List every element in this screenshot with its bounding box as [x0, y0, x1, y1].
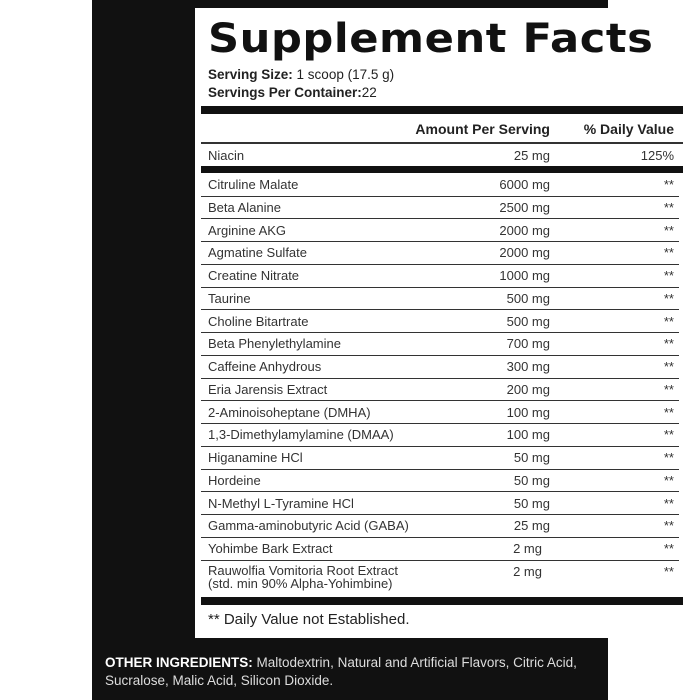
table-row: Caffeine Anhydrous 300 mg ** — [201, 355, 679, 379]
ingredient-name: Taurine — [208, 290, 251, 306]
servings-per-container: Servings Per Container:22 — [208, 85, 377, 100]
ingredient-name: N-Methyl L-Tyramine HCl — [208, 495, 354, 511]
ingredient-dv: ** — [663, 359, 674, 374]
serving-size-label: Serving Size: — [208, 67, 293, 82]
ingredient-amount: 100 mg — [506, 404, 550, 420]
ingredient-amount: 500 mg — [506, 290, 550, 306]
table-row: Citruline Malate 6000 mg ** — [201, 173, 679, 197]
table-row: Hordeine 50 mg ** — [201, 469, 679, 493]
other-ingredients-text: Maltodextrin, Natural and Artificial Fla… — [105, 655, 577, 688]
ingredient-name: Citruline Malate — [208, 177, 299, 192]
ingredient-amount: 2500 mg — [499, 199, 550, 215]
thick-divider — [201, 106, 683, 114]
table-row: Choline Bitartrate 500 mg ** — [201, 310, 679, 334]
ingredient-dv: ** — [663, 222, 674, 238]
ingredient-dv: ** — [663, 427, 674, 443]
ingredient-amount: 50 mg — [513, 450, 550, 465]
ingredient-dv: ** — [663, 336, 674, 352]
ingredient-name: Beta Alanine — [208, 199, 282, 215]
ingredient-dv: ** — [663, 564, 674, 579]
ingredient-name: Eria Jarensis Extract — [208, 381, 328, 397]
ingredient-amount: 2 mg — [513, 564, 542, 579]
ingredient-name: Rauwolfia Vomitoria Root Extract (std. mi… — [208, 564, 398, 590]
ingredient-amount: 200 mg — [506, 381, 550, 397]
ingredient-name: Choline Bitartrate — [208, 313, 309, 329]
ingredient-name: Hordeine — [208, 472, 261, 488]
table-row: Beta Alanine 2500 mg ** — [201, 196, 679, 220]
ingredient-name: Caffeine Anhydrous — [208, 359, 322, 374]
ingredient-name: Yohimbe Bark Extract — [208, 541, 333, 556]
table-row: Arginine AKG 2000 mg ** — [201, 219, 679, 243]
ingredient-name: Creatine Nitrate — [208, 268, 300, 283]
ingredient-name: Gamma-aminobutyric Acid (GABA) — [208, 518, 409, 534]
servings-label: Servings Per Container: — [208, 85, 362, 100]
ingredient-name: 2-Aminoisoheptane (DMHA) — [208, 404, 371, 420]
supplement-facts-box: Supplement Facts Serving Size: 1 scoop (… — [195, 8, 689, 638]
ingredient-amount: 700 mg — [506, 336, 550, 352]
table-row: N-Methyl L-Tyramine HCl 50 mg ** — [201, 492, 679, 516]
ingredient-name-line2: (std. min 90% Alpha-Yohimbine) — [208, 576, 393, 591]
ingredient-amount: 500 mg — [506, 313, 550, 329]
ingredient-name: Beta Phenylethylamine — [208, 336, 341, 352]
ingredient-name: Arginine AKG — [208, 222, 287, 238]
table-row: 2-Aminoisoheptane (DMHA) 100 mg ** — [201, 401, 679, 425]
ingredient-amount: 300 mg — [506, 359, 550, 374]
ingredient-amount: 25 mg — [513, 148, 550, 163]
serving-size: Serving Size: 1 scoop (17.5 g) — [208, 67, 394, 82]
table-row: Gamma-aminobutyric Acid (GABA) 25 mg ** — [201, 514, 679, 538]
table-row: Beta Phenylethylamine 700 mg ** — [201, 332, 679, 356]
ingredient-name: Higanamine HCl — [208, 450, 303, 465]
ingredient-dv: ** — [663, 472, 674, 488]
ingredient-dv: ** — [663, 404, 674, 420]
ingredient-amount: 6000 mg — [499, 177, 550, 192]
ingredient-dv: ** — [663, 495, 674, 511]
other-ingredients-label: OTHER INGREDIENTS: — [105, 655, 253, 670]
ingredient-amount: 25 mg — [513, 518, 550, 534]
ingredient-amount: 50 mg — [513, 472, 550, 488]
table-row: Yohimbe Bark Extract 2 mg ** — [201, 537, 679, 561]
ingredient-dv: ** — [663, 177, 674, 192]
thick-divider — [201, 166, 683, 173]
title: Supplement Facts — [208, 16, 654, 62]
ingredient-amount: 2000 mg — [499, 222, 550, 238]
thick-divider — [201, 597, 683, 605]
ingredient-name-line1: Rauwolfia Vomitoria Root Extract — [208, 563, 399, 578]
table-row: Agmatine Sulfate 2000 mg ** — [201, 241, 679, 265]
table-row: Creatine Nitrate 1000 mg ** — [201, 264, 679, 288]
ingredient-dv: ** — [663, 199, 674, 215]
serving-size-value: 1 scoop (17.5 g) — [296, 67, 395, 82]
ingredient-dv: 125% — [640, 148, 674, 163]
other-ingredients: OTHER INGREDIENTS: Maltodextrin, Natural… — [105, 654, 600, 690]
servings-value: 22 — [361, 85, 377, 100]
ingredient-amount: 100 mg — [506, 427, 550, 443]
ingredient-dv: ** — [663, 290, 674, 306]
table-row: 1,3-Dimethylamylamine (DMAA) 100 mg ** — [201, 423, 679, 447]
table-row: Higanamine HCl 50 mg ** — [201, 446, 679, 470]
ingredient-dv: ** — [663, 541, 674, 556]
label-panel: Supplement Facts Serving Size: 1 scoop (… — [92, 0, 689, 700]
daily-value-header: % Daily Value — [583, 121, 674, 137]
table-row-rauwolfia: Rauwolfia Vomitoria Root Extract (std. mi… — [201, 560, 679, 596]
ingredient-dv: ** — [663, 245, 674, 261]
table-row: Taurine 500 mg ** — [201, 287, 679, 311]
ingredient-dv: ** — [663, 518, 674, 534]
ingredient-dv: ** — [663, 268, 674, 283]
ingredient-dv: ** — [663, 450, 674, 465]
divider — [201, 142, 683, 144]
ingredient-amount: 2000 mg — [499, 245, 550, 261]
amount-header: Amount Per Serving — [415, 121, 550, 137]
ingredient-name: 1,3-Dimethylamylamine (DMAA) — [208, 427, 394, 443]
table-row-niacin: Niacin 25 mg 125% — [201, 144, 679, 167]
footnote: ** Daily Value not Established. — [208, 611, 410, 628]
ingredient-amount: 50 mg — [513, 495, 550, 511]
ingredient-name: Agmatine Sulfate — [208, 245, 308, 261]
table-row: Eria Jarensis Extract 200 mg ** — [201, 378, 679, 402]
ingredient-amount: 1000 mg — [499, 268, 550, 283]
ingredient-dv: ** — [663, 313, 674, 329]
ingredient-dv: ** — [663, 381, 674, 397]
ingredient-amount: 2 mg — [513, 541, 542, 556]
ingredient-name: Niacin — [208, 148, 245, 163]
